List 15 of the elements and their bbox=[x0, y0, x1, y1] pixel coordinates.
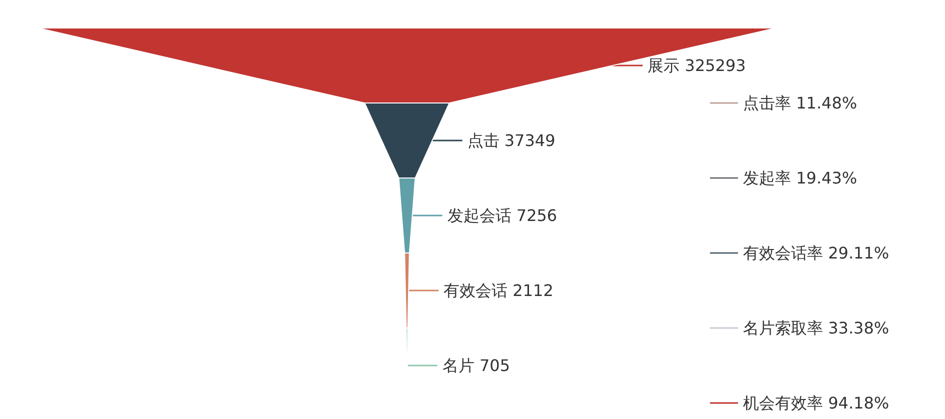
category-label: 点击 bbox=[467, 131, 500, 150]
data-label: 7256 bbox=[516, 206, 558, 225]
text: 发起率 19.43% bbox=[743, 168, 858, 188]
data-label: 705 bbox=[479, 356, 510, 375]
data-label: 325293 bbox=[684, 56, 746, 75]
text: 名片索取率 33.38% bbox=[743, 318, 890, 338]
data-label: 37349 bbox=[504, 131, 556, 150]
text: 点击率 11.48% bbox=[743, 94, 858, 112]
data-label: 2112 bbox=[512, 281, 554, 300]
category-label: 名片 bbox=[442, 356, 474, 375]
text: 机会有效率 94.18% bbox=[743, 394, 890, 412]
category-label: 展示 bbox=[648, 56, 680, 75]
category-label: 有效会话 bbox=[444, 281, 508, 300]
category-label: 发起会话 bbox=[447, 206, 512, 225]
text: 有效会话率 29.11% bbox=[743, 244, 890, 262]
